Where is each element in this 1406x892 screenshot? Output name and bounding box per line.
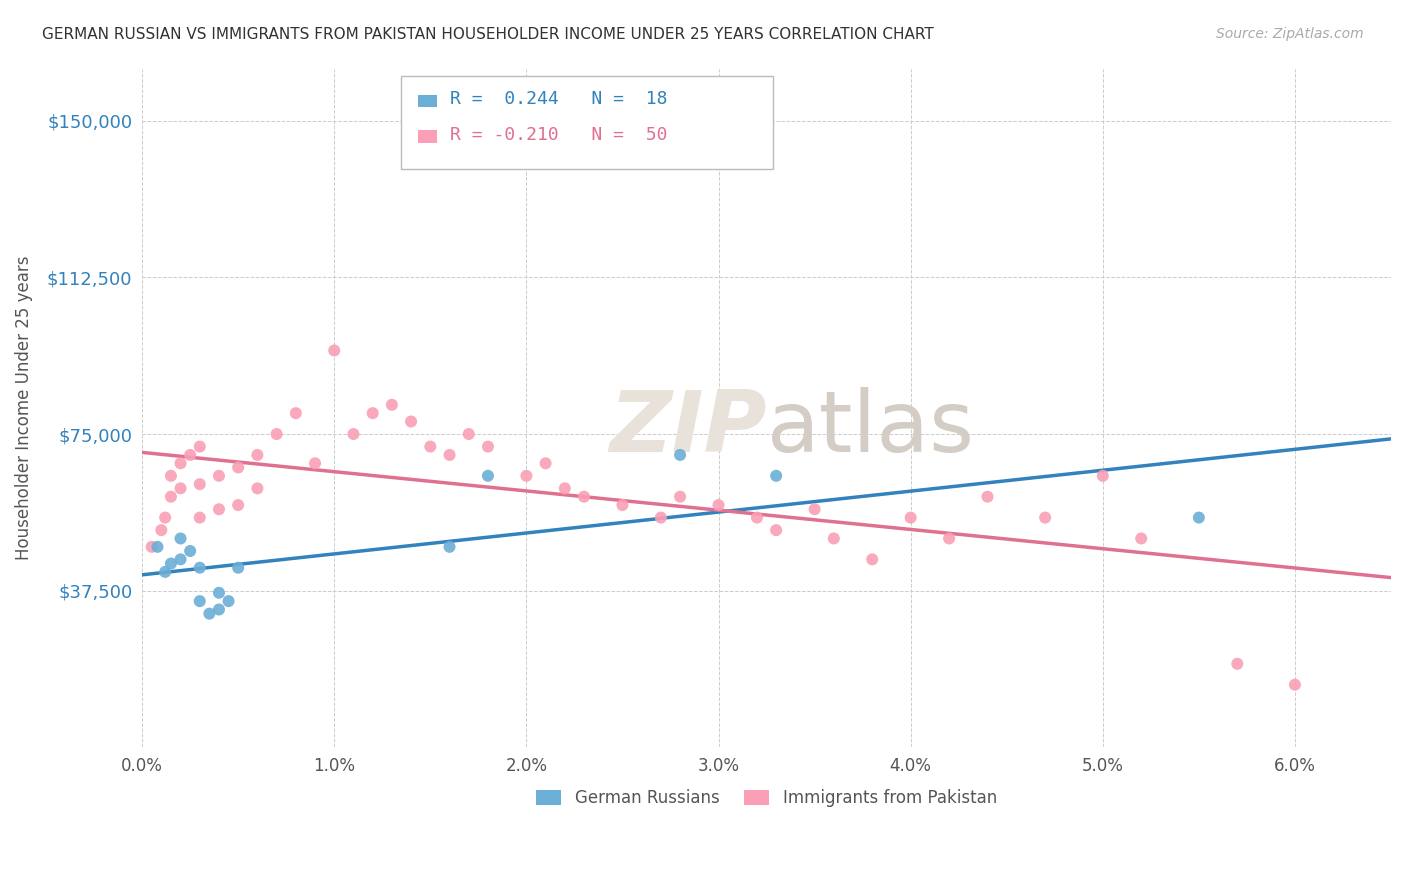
Point	[188, 560, 211, 574]
Point	[141, 540, 163, 554]
Point	[707, 498, 730, 512]
Point	[803, 502, 825, 516]
Point	[765, 468, 787, 483]
Point	[179, 544, 201, 558]
Point	[515, 468, 537, 483]
Point	[208, 468, 231, 483]
Point	[860, 552, 883, 566]
Point	[399, 415, 422, 429]
Point	[208, 586, 231, 600]
Point	[160, 557, 183, 571]
Point	[153, 565, 176, 579]
Text: R =  0.244   N =  18: R = 0.244 N = 18	[450, 90, 668, 108]
Point	[304, 456, 326, 470]
Point	[198, 607, 221, 621]
Point	[188, 594, 211, 608]
Point	[169, 456, 191, 470]
Point	[226, 498, 249, 512]
Point	[669, 490, 692, 504]
Point	[169, 552, 191, 566]
Text: atlas: atlas	[766, 387, 974, 470]
Point	[457, 427, 479, 442]
Point	[342, 427, 364, 442]
Point	[169, 481, 191, 495]
Point	[1284, 678, 1306, 692]
Point	[361, 406, 384, 420]
Point	[650, 510, 672, 524]
Point	[179, 448, 201, 462]
Point	[218, 594, 240, 608]
Point	[1226, 657, 1249, 671]
Point	[900, 510, 922, 524]
Point	[146, 540, 169, 554]
Point	[477, 440, 499, 454]
Point	[669, 448, 692, 462]
Point	[284, 406, 307, 420]
Point	[323, 343, 346, 358]
Point	[188, 510, 211, 524]
Point	[266, 427, 288, 442]
Point	[572, 490, 595, 504]
Point	[1091, 468, 1114, 483]
Point	[745, 510, 768, 524]
Legend: German Russians, Immigrants from Pakistan: German Russians, Immigrants from Pakista…	[530, 782, 1004, 814]
Point	[439, 448, 461, 462]
Point	[554, 481, 576, 495]
Point	[188, 440, 211, 454]
Point	[208, 602, 231, 616]
Point	[976, 490, 998, 504]
Point	[765, 523, 787, 537]
Point	[160, 490, 183, 504]
Point	[1188, 510, 1211, 524]
Text: Source: ZipAtlas.com: Source: ZipAtlas.com	[1216, 27, 1364, 41]
Text: GERMAN RUSSIAN VS IMMIGRANTS FROM PAKISTAN HOUSEHOLDER INCOME UNDER 25 YEARS COR: GERMAN RUSSIAN VS IMMIGRANTS FROM PAKIST…	[42, 27, 934, 42]
Point	[169, 532, 191, 546]
Point	[534, 456, 557, 470]
Point	[477, 468, 499, 483]
Text: R = -0.210   N =  50: R = -0.210 N = 50	[450, 126, 668, 144]
Point	[439, 540, 461, 554]
Point	[1033, 510, 1056, 524]
Point	[419, 440, 441, 454]
Text: ZIP: ZIP	[609, 387, 766, 470]
Point	[188, 477, 211, 491]
Point	[246, 481, 269, 495]
Point	[938, 532, 960, 546]
Point	[1130, 532, 1153, 546]
Point	[208, 502, 231, 516]
Point	[612, 498, 634, 512]
Point	[150, 523, 173, 537]
Point	[226, 560, 249, 574]
Point	[381, 398, 404, 412]
Point	[160, 468, 183, 483]
Point	[823, 532, 845, 546]
Point	[153, 510, 176, 524]
Y-axis label: Householder Income Under 25 years: Householder Income Under 25 years	[15, 256, 32, 560]
Point	[226, 460, 249, 475]
Point	[246, 448, 269, 462]
